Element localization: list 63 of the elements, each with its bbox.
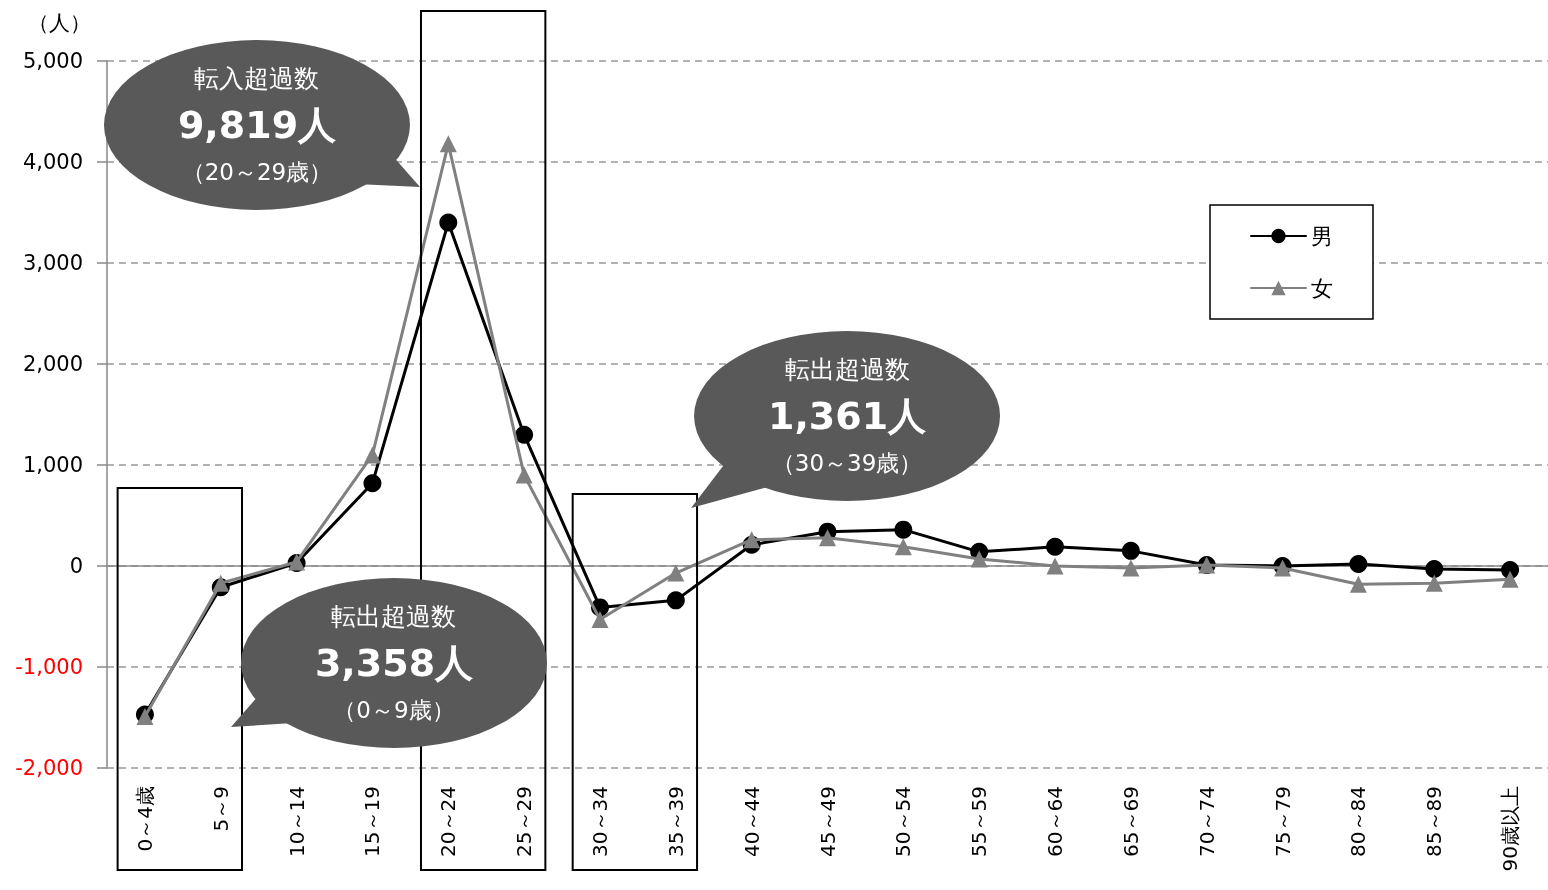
x-tick-label: 40～44 [739,786,764,857]
y-tick-label: 0 [69,554,83,578]
point [439,213,458,232]
point [1349,554,1368,573]
annotation: （30～39歳） [771,450,923,476]
legend-label: 女 [1311,275,1333,301]
y-tick-label: -2,000 [15,756,83,780]
point [591,611,609,629]
y-tick-label: 3,000 [22,251,83,275]
x-tick-label: 5～9 [208,786,233,832]
annotation: （0～9歳） [333,697,455,723]
x-tick-label: 20～24 [436,786,461,857]
x-tick-label: 85～89 [1422,786,1447,857]
point [439,135,457,153]
x-tick-label: 35～39 [663,786,688,857]
point [819,529,836,547]
point [515,466,533,484]
x-tick-label: 90歳以上 [1498,786,1523,872]
point [970,550,988,568]
x-tick-label: 45～49 [815,786,840,857]
y-tick-label: 1,000 [22,453,83,477]
x-tick-label: 25～29 [512,786,537,857]
point [667,564,685,582]
point [1121,541,1140,560]
point [1425,574,1443,592]
point [894,520,913,539]
y-axis-title: （人） [28,10,91,35]
point [1501,570,1519,588]
y-tick-label: 4,000 [22,150,83,174]
annotation: 1,361人 [767,394,927,438]
legend-label: 男 [1311,223,1333,249]
point [743,531,761,549]
x-tick-label: 75～79 [1270,786,1295,857]
x-tick-label: 50～54 [891,786,916,857]
x-tick-label: 80～84 [1346,786,1371,857]
point [1046,557,1064,575]
annotation: 転出超過数 [784,354,910,384]
x-tick-label: 15～19 [360,786,385,857]
point [1122,559,1140,577]
point [1349,575,1367,593]
point [1046,537,1065,556]
y-tick-label: 2,000 [22,352,83,376]
annotation: 転入超過数 [194,63,320,93]
annotation: 転出超過数 [331,601,457,631]
point [212,574,230,592]
point [666,591,685,610]
x-tick-label: 70～74 [1194,786,1219,857]
point [363,446,381,464]
annotation: （20～29歳） [181,159,333,185]
point [894,538,912,556]
annotation: 3,358人 [314,641,474,685]
annotation: 9,819人 [177,103,337,147]
x-tick-label: 65～69 [1118,786,1143,857]
x-tick-label: 0～4歳 [132,786,157,852]
y-tick-label: -1,000 [15,655,83,679]
point [1425,560,1444,579]
y-tick-label: 5,000 [22,49,83,73]
x-tick-label: 10～14 [284,786,309,857]
x-tick-label: 30～34 [587,786,612,857]
x-tick-label: 55～59 [967,786,992,857]
x-tick-label: 60～64 [1043,786,1068,857]
point [515,425,534,444]
point [363,474,382,493]
